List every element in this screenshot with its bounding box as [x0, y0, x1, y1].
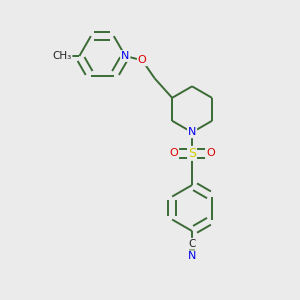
Text: O: O	[138, 55, 146, 65]
Text: N: N	[121, 51, 130, 61]
Text: C: C	[188, 239, 196, 249]
Text: CH₃: CH₃	[52, 51, 72, 61]
Text: O: O	[206, 148, 215, 158]
Text: O: O	[169, 148, 178, 158]
Text: S: S	[188, 147, 196, 160]
Text: N: N	[188, 251, 196, 261]
Text: N: N	[188, 127, 196, 137]
